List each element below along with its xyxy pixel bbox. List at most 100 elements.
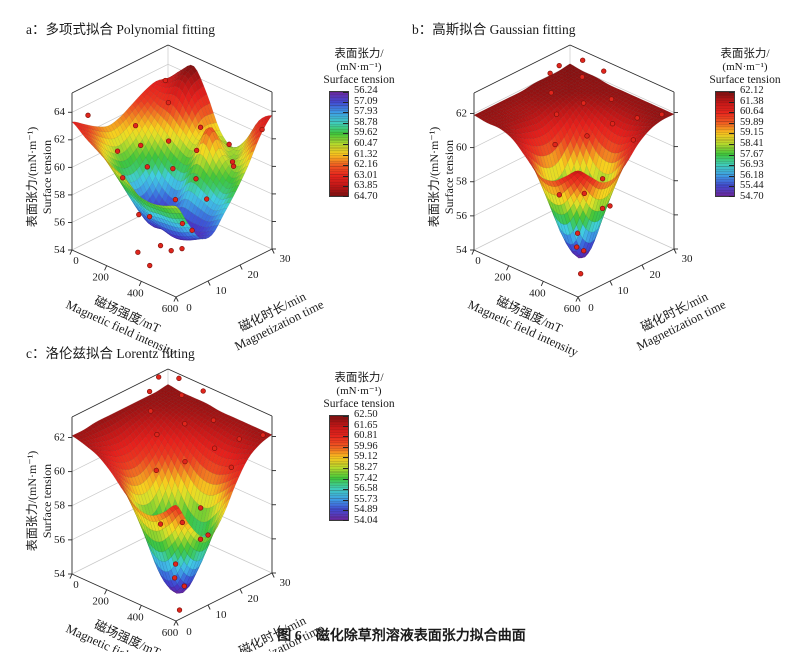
colorbar-title-zh: 表面张力/ <box>334 372 384 384</box>
colorbar-tick-label: 55.73 <box>354 493 378 505</box>
colorbar-tick-mark <box>343 468 348 470</box>
colorbar-title-unit: (mN·m⁻¹) <box>336 61 382 74</box>
colorbar-tick-mark <box>729 154 734 156</box>
colorbar-title-unit: (mN·m⁻¹) <box>336 385 382 398</box>
colorbar-tick-mark <box>343 446 348 448</box>
colorbar-tick-label: 57.67 <box>740 148 764 160</box>
colorbar-tick-mark <box>343 154 348 156</box>
colorbar-gradient <box>329 91 349 198</box>
surface-plot-canvas <box>14 362 326 652</box>
colorbar-tick-mark <box>343 196 348 198</box>
colorbar-tick-label: 61.32 <box>354 148 378 160</box>
colorbar-tick-mark <box>343 510 348 512</box>
colorbar-tick-label: 63.85 <box>354 180 378 192</box>
colorbar-tick-mark <box>343 175 348 177</box>
colorbar-tick-label: 59.15 <box>740 127 764 139</box>
colorbar-tick-mark <box>729 112 734 114</box>
colorbar-title-en: Surface tension <box>323 397 395 410</box>
colorbar-tick-label: 59.62 <box>354 127 378 139</box>
colorbar-tick-mark <box>343 425 348 427</box>
colorbar-body: 62.12 61.38 60.64 59.89 59.15 58.41 57.67 56.93… <box>715 85 764 202</box>
colorbar-tick-mark <box>343 133 348 135</box>
colorbar-tick-label: 58.41 <box>740 138 764 150</box>
colorbar-tick-mark <box>729 175 734 177</box>
colorbar-tick-mark <box>343 457 348 459</box>
z-axis-label: 表面张力/(mN·m⁻¹) Surface tension <box>25 450 54 552</box>
panel-polynomial-fitting: a：多项式拟合 Polynomial fitting 表面张力/(mN·m⁻¹)… <box>0 12 402 359</box>
colorbar-tick-label: 56.18 <box>740 169 764 181</box>
colorbar-tick-label: 62.50 <box>354 409 378 421</box>
colorbar-tick-mark <box>729 165 734 167</box>
colorbar-tick-mark <box>343 415 348 417</box>
colorbar-tick-mark <box>729 144 734 146</box>
colorbar-tick-mark <box>343 144 348 146</box>
colorbar-tick-label: 59.96 <box>354 440 378 452</box>
colorbar-tick-label: 60.64 <box>740 106 764 118</box>
panel-title: a：多项式拟合 Polynomial fitting <box>26 22 215 37</box>
colorbar-tick-mark <box>343 122 348 124</box>
colorbar-tick-label: 58.27 <box>354 462 378 474</box>
surface-plot-gaussian: 表面张力/(mN·m⁻¹) Surface tension 磁场强度/mT Ma… <box>416 38 728 359</box>
colorbar-tick-mark <box>343 186 348 188</box>
colorbar-tick-label: 57.42 <box>354 472 378 484</box>
colorbar-legend: 表面张力/ (mN·m⁻¹) Surface tension 56.24 57.0… <box>316 48 402 202</box>
colorbar-tick-mark <box>343 101 348 103</box>
colorbar-tick-mark <box>729 91 734 93</box>
colorbar-tick-label: 64.70 <box>354 191 378 203</box>
colorbar-tick-mark <box>729 196 734 198</box>
colorbar-tick-label: 54.89 <box>354 504 378 516</box>
panel-gaussian-fitting: b：高斯拟合 Gaussian fitting 表面张力/(mN·m⁻¹) Su… <box>402 12 802 359</box>
colorbar-tick-mark <box>343 165 348 167</box>
colorbar-tick-mark <box>343 478 348 480</box>
colorbar-tick-mark <box>729 101 734 103</box>
colorbar-legend: 表面张力/ (mN·m⁻¹) Surface tension 62.12 61.3… <box>702 48 788 202</box>
surface-plot-canvas <box>14 38 326 330</box>
colorbar-tick-label: 55.44 <box>740 180 764 192</box>
colorbar-tick-label: 62.12 <box>740 85 764 97</box>
colorbar-title-en: Surface tension <box>709 73 781 86</box>
panel-lorentz-fitting: c：洛伦兹拟合 Lorentz fitting 表面张力/(mN·m⁻¹) Su… <box>0 336 400 652</box>
colorbar-body: 62.50 61.65 60.81 59.96 59.12 58.27 57.42 56.58… <box>329 409 378 526</box>
colorbar-tick-mark <box>343 489 348 491</box>
colorbar-title-zh: 表面张力/ <box>720 48 770 60</box>
colorbar-tick-label: 56.93 <box>740 159 764 171</box>
surface-plot-lorentz: 表面张力/(mN·m⁻¹) Surface tension 磁场强度/mT Ma… <box>14 362 326 652</box>
panel-title: c：洛伦兹拟合 Lorentz fitting <box>26 346 195 361</box>
colorbar-tick-mark <box>729 186 734 188</box>
colorbar-gradient <box>715 91 735 198</box>
panel-title: b：高斯拟合 Gaussian fitting <box>412 22 576 37</box>
colorbar-tick-label: 59.89 <box>740 116 764 128</box>
colorbar-tick-mark <box>343 520 348 522</box>
colorbar-tick-label: 54.70 <box>740 191 764 203</box>
colorbar-tick-mark <box>343 91 348 93</box>
figure-caption: 图 6 磁化除草剂溶液表面张力拟合曲面 <box>277 629 526 644</box>
colorbar-title-unit: (mN·m⁻¹) <box>722 61 768 74</box>
surface-plot-canvas <box>416 38 728 330</box>
z-axis-label: 表面张力/(mN·m⁻¹) Surface tension <box>25 126 54 228</box>
colorbar-tick-label: 57.09 <box>354 95 378 107</box>
surface-plot-polynomial: 表面张力/(mN·m⁻¹) Surface tension 磁场强度/mT Ma… <box>14 38 326 359</box>
z-axis-label: 表面张力/(mN·m⁻¹) Surface tension <box>427 126 456 228</box>
colorbar-title-zh: 表面张力/ <box>334 48 384 60</box>
colorbar-tick-label: 60.47 <box>354 138 378 150</box>
colorbar-tick-label: 57.93 <box>354 106 378 118</box>
colorbar-tick-label: 56.24 <box>354 85 378 97</box>
colorbar-tick-mark <box>729 133 734 135</box>
colorbar-tick-label: 58.78 <box>354 116 378 128</box>
colorbar-tick-label: 62.16 <box>354 159 378 171</box>
colorbar-tick-mark <box>343 112 348 114</box>
colorbar-title-en: Surface tension <box>323 73 395 86</box>
colorbar-tick-mark <box>343 499 348 501</box>
colorbar-legend: 表面张力/ (mN·m⁻¹) Surface tension 62.50 61.6… <box>316 372 402 526</box>
colorbar-tick-label: 63.01 <box>354 169 378 181</box>
colorbar-tick-label: 59.12 <box>354 451 378 463</box>
colorbar-tick-mark <box>729 122 734 124</box>
colorbar-tick-label: 56.58 <box>354 483 378 495</box>
colorbar-tick-label: 61.38 <box>740 95 764 107</box>
colorbar-gradient <box>329 415 349 522</box>
colorbar-body: 56.24 57.09 57.93 58.78 59.62 60.47 61.32 62.16… <box>329 85 378 202</box>
colorbar-tick-label: 61.65 <box>354 419 378 431</box>
colorbar-tick-label: 54.04 <box>354 515 378 527</box>
colorbar-tick-label: 60.81 <box>354 430 378 442</box>
